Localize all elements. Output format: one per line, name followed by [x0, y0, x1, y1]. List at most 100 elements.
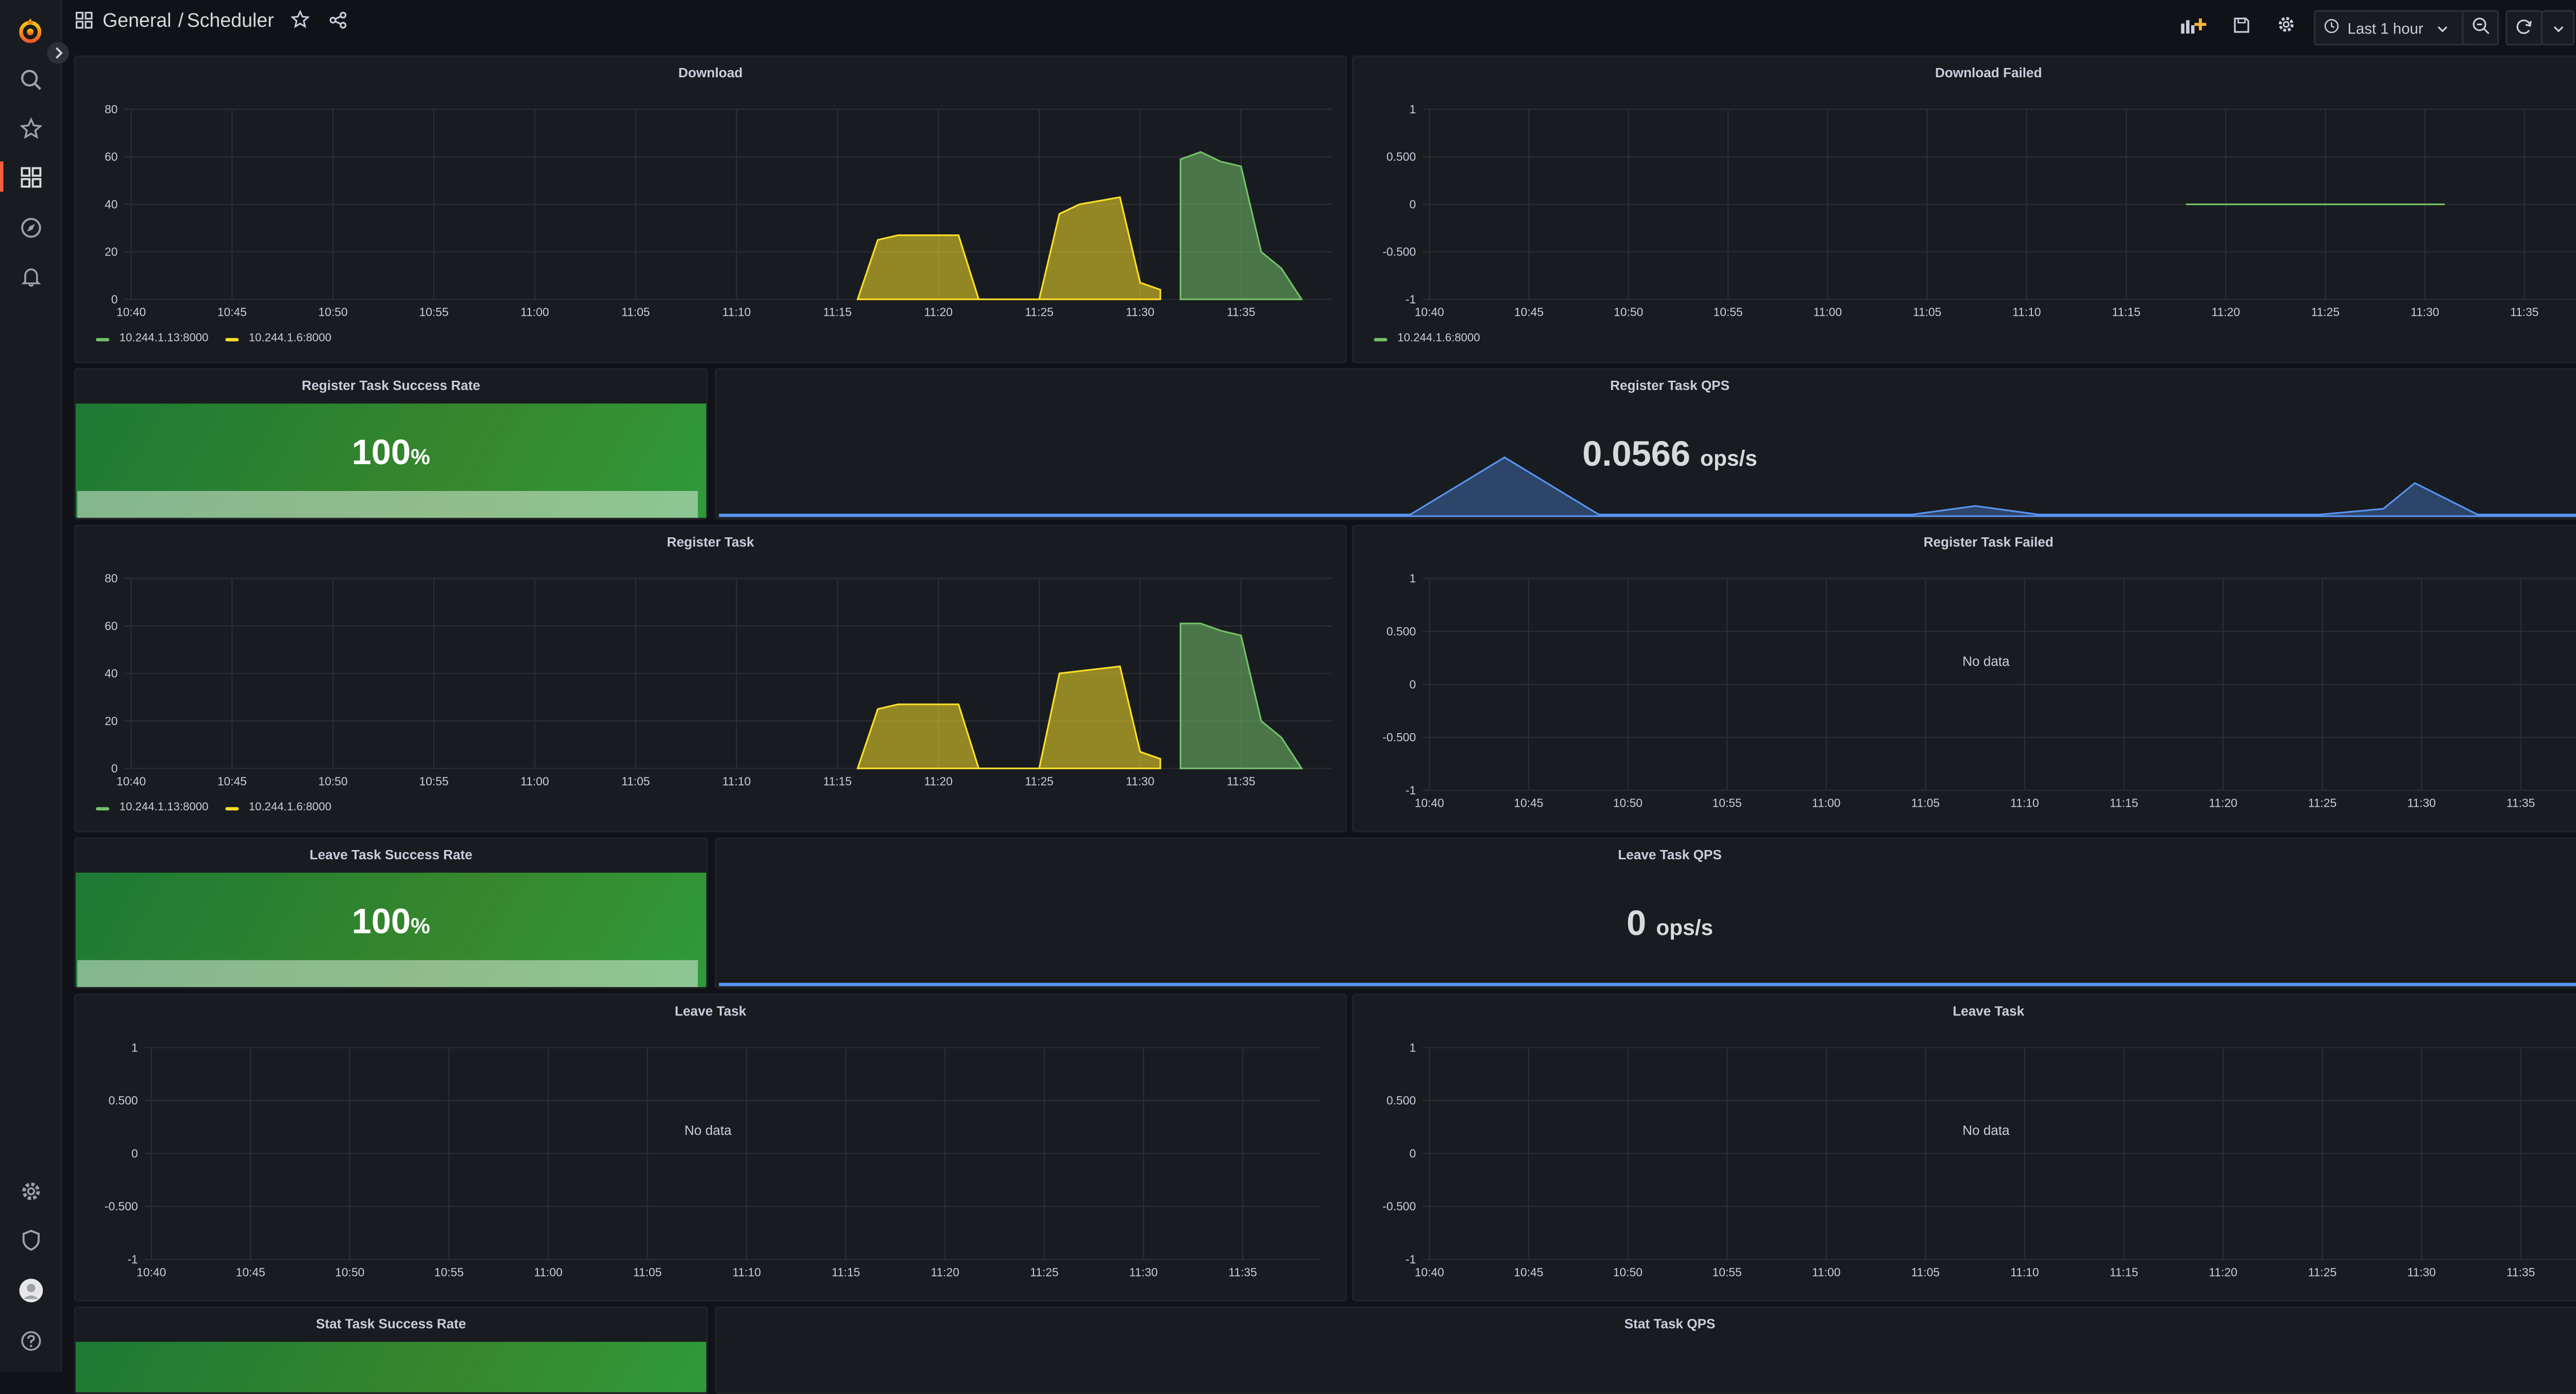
save-dashboard-button[interactable] [2225, 10, 2257, 42]
series-area[interactable] [856, 665, 1161, 770]
stat-value: 0 ops/s [716, 905, 2576, 945]
stat-number: 100 [351, 903, 411, 942]
x-tick-label: 11:25 [1025, 305, 1053, 319]
refresh-button[interactable] [2505, 10, 2543, 46]
y-tick-label: 0.500 [1386, 1094, 1416, 1107]
panel-title[interactable]: Leave Task [674, 1004, 747, 1019]
gear-icon[interactable] [13, 1174, 47, 1207]
leave-task-chart[interactable]: 1 0.500 0 -0.500 -110:40 10:45 10:50 10:55 11:00… [1354, 995, 2576, 1300]
x-tick-label: 11:10 [732, 1265, 760, 1279]
panel-title[interactable]: Leave Task [1953, 1004, 2025, 1019]
dashboard-title[interactable]: Scheduler [187, 11, 274, 32]
time-range-picker[interactable]: Last 1 hour [2314, 10, 2472, 46]
y-tick-label: 1 [1410, 103, 1416, 116]
x-tick-label: 11:15 [2112, 305, 2140, 319]
x-tick-label: 11:35 [1228, 1265, 1257, 1279]
avatar[interactable] [13, 1273, 47, 1306]
legend-item[interactable]: 10.244.1.13:8000 [96, 802, 208, 814]
stat-gauge-bar [77, 491, 698, 518]
panel-title[interactable]: Register Task [667, 534, 754, 550]
x-tick-label: 11:20 [924, 774, 953, 788]
register-task-chart[interactable]: 80 60 40 20 010:40 10:45 10:50 10:55 11:00 11:05 1… [76, 526, 1345, 831]
x-tick-label: 11:15 [823, 305, 852, 319]
series-area[interactable] [856, 196, 1161, 300]
x-tick-label: 10:40 [1415, 796, 1444, 810]
panel-title[interactable]: Stat Task QPS [1624, 1316, 1716, 1332]
dashboard-settings-button[interactable] [2270, 10, 2302, 42]
panel-title[interactable]: Register Task Success Rate [301, 378, 481, 394]
x-tick-label: 11:10 [2012, 305, 2041, 319]
explore-icon[interactable] [13, 210, 47, 244]
panel-title[interactable]: Register Task QPS [1610, 378, 1730, 394]
panel-title[interactable]: Download [678, 65, 743, 81]
star-icon[interactable] [290, 9, 310, 34]
x-tick-label: 10:55 [419, 305, 449, 319]
y-tick-label: 40 [105, 667, 117, 680]
x-tick-label: 11:00 [520, 305, 549, 319]
x-tick-label: 11:25 [2311, 305, 2340, 319]
panel-title[interactable]: Leave Task Success Rate [309, 847, 472, 863]
series-area[interactable] [1179, 151, 1303, 300]
x-tick-label: 11:15 [832, 1265, 860, 1279]
dashboards-icon[interactable] [13, 160, 47, 193]
x-tick-label: 10:45 [217, 305, 247, 319]
series-area[interactable] [1179, 622, 1303, 770]
legend-swatch [96, 806, 110, 810]
breadcrumb-folder[interactable]: General [103, 11, 172, 32]
y-tick-label: -1 [1405, 293, 1416, 306]
sparkline-area [719, 982, 2576, 987]
legend-label: 10.244.1.6:8000 [1397, 333, 1480, 345]
legend-item[interactable]: 10.244.1.6:8000 [225, 802, 331, 814]
legend-item[interactable]: 10.244.1.6:8000 [1374, 333, 1480, 345]
share-icon[interactable] [329, 11, 347, 32]
panel-title[interactable]: Register Task Failed [1923, 534, 2054, 550]
download-chart[interactable]: 80 60 40 20 010:40 10:45 10:50 10:55 11:00 11:05 1… [76, 57, 1345, 362]
expand-menu-button[interactable] [47, 42, 69, 64]
refresh-interval-button[interactable] [2540, 10, 2575, 46]
add-panel-button[interactable] [2174, 10, 2211, 42]
y-tick-label: 1 [131, 1041, 138, 1054]
x-tick-label: 11:20 [931, 1265, 959, 1279]
y-tick-label: 0.500 [1386, 624, 1416, 638]
x-tick-label: 11:10 [2010, 1265, 2039, 1279]
zoom-out-button[interactable] [2462, 10, 2499, 46]
help-icon[interactable] [13, 1323, 47, 1357]
x-tick-label: 10:45 [236, 1265, 265, 1279]
panel-leave-qps: Leave Task QPS 0 ops/s [715, 837, 2576, 989]
panel-title[interactable]: Leave Task QPS [1618, 847, 1722, 863]
alert-bell-icon[interactable] [13, 259, 47, 293]
x-tick-label: 11:05 [1911, 796, 1940, 810]
stat-unit: ops/s [1700, 445, 1757, 471]
x-tick-label: 11:30 [2407, 1265, 2435, 1279]
x-tick-label: 11:00 [1812, 796, 1840, 810]
y-tick-label: 0 [131, 1147, 138, 1160]
x-tick-label: 11:20 [2209, 1265, 2237, 1279]
search-icon[interactable] [13, 62, 47, 96]
legend-item[interactable]: 10.244.1.6:8000 [225, 333, 331, 345]
legend-item[interactable]: 10.244.1.13:8000 [96, 333, 208, 345]
panel-title[interactable]: Stat Task Success Rate [316, 1316, 466, 1332]
grafana-logo-icon[interactable] [13, 13, 47, 47]
starred-icon[interactable] [13, 111, 47, 144]
x-tick-label: 10:45 [1514, 796, 1543, 810]
add-panel-icon [2179, 16, 2207, 36]
legend-label: 10.244.1.6:8000 [248, 333, 332, 345]
leave-task-chart[interactable]: 1 0.500 0 -0.500 -110:40 10:45 10:50 10:55 11:00… [76, 995, 1345, 1300]
register-task-failed-chart[interactable]: 1 0.500 0 -0.500 -110:40 10:45 10:50 10:55 11:00… [1354, 526, 2576, 831]
x-tick-label: 11:25 [1025, 774, 1053, 788]
save-icon [2232, 16, 2249, 36]
shield-icon[interactable] [13, 1222, 47, 1256]
panel-register-qps: Register Task QPS 0.0566 ops/s [715, 368, 2576, 520]
y-tick-label: 80 [105, 572, 117, 585]
no-data-label: No data [684, 1123, 732, 1138]
breadcrumb: General / Scheduler [75, 9, 347, 34]
y-tick-label: -0.500 [105, 1200, 138, 1213]
y-tick-label: -0.500 [1383, 1200, 1416, 1213]
panel-title[interactable]: Download Failed [1935, 65, 2042, 81]
x-tick-label: 11:10 [722, 305, 751, 319]
x-tick-label: 10:50 [318, 774, 348, 788]
download-failed-chart[interactable]: 1 0.500 0 -0.500 -110:40 10:45 10:50 10:55 11:00… [1354, 57, 2576, 362]
x-tick-label: 11:15 [2110, 1265, 2138, 1279]
x-tick-label: 11:25 [2308, 1265, 2336, 1279]
breadcrumb-separator: / [178, 11, 184, 32]
